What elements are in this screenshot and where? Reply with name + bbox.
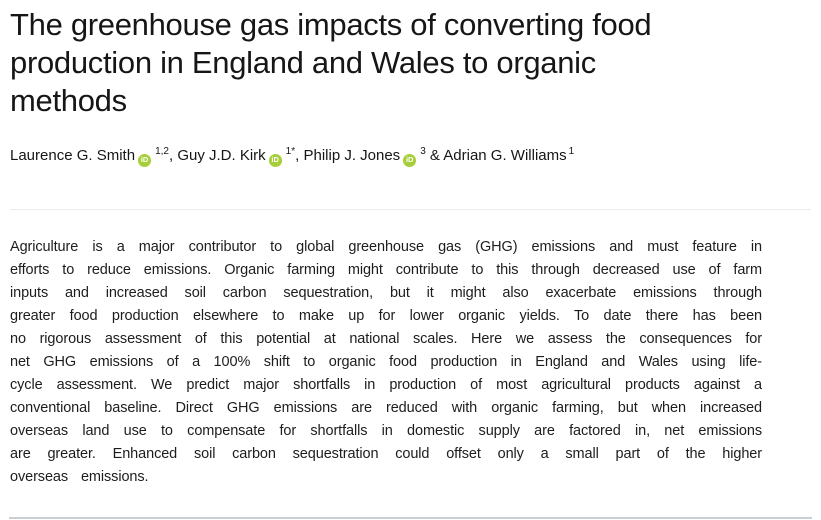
title-line: The greenhouse gas impacts of converting…: [10, 7, 652, 42]
author-entry: Guy J.D. Kirk iD1*,: [177, 146, 304, 167]
orcid-icon[interactable]: iD: [138, 153, 152, 167]
header-divider: [10, 208, 811, 210]
bottom-section-divider: [9, 517, 812, 519]
orcid-icon[interactable]: iD: [268, 153, 282, 167]
author-entry: Adrian G. Williams 1: [443, 146, 575, 165]
author-name: Philip J. Jones: [303, 147, 401, 164]
author-affiliation-superscript: 1: [568, 146, 575, 157]
author-affiliation-superscript: 3: [420, 146, 426, 157]
author-line: Laurence G. Smith iD1,2, Guy J.D. Kirk iD1…: [10, 147, 811, 167]
author-affiliation-superscript: 1*: [285, 146, 296, 157]
author-entry: Laurence G. Smith iD1,2,: [10, 146, 178, 167]
author-entry: Philip J. Jones iD3 &: [303, 146, 444, 167]
abstract-paragraph: Agriculture is a major contributor to gl…: [10, 238, 762, 485]
author-name: Laurence G. Smith: [10, 147, 136, 164]
paper-title: The greenhouse gas impacts of converting…: [10, 6, 811, 120]
author-separator: &: [425, 147, 444, 164]
orcid-icon[interactable]: iD: [403, 153, 417, 167]
author-separator: ,: [168, 147, 178, 164]
author-name: Adrian G. Williams: [443, 147, 567, 164]
title-line: production in England and Wales to organ…: [10, 45, 596, 80]
author-name: Guy J.D. Kirk: [177, 147, 266, 164]
title-line: methods: [10, 83, 127, 118]
author-separator: ,: [295, 147, 304, 164]
author-affiliation-superscript: 1,2: [155, 146, 169, 157]
